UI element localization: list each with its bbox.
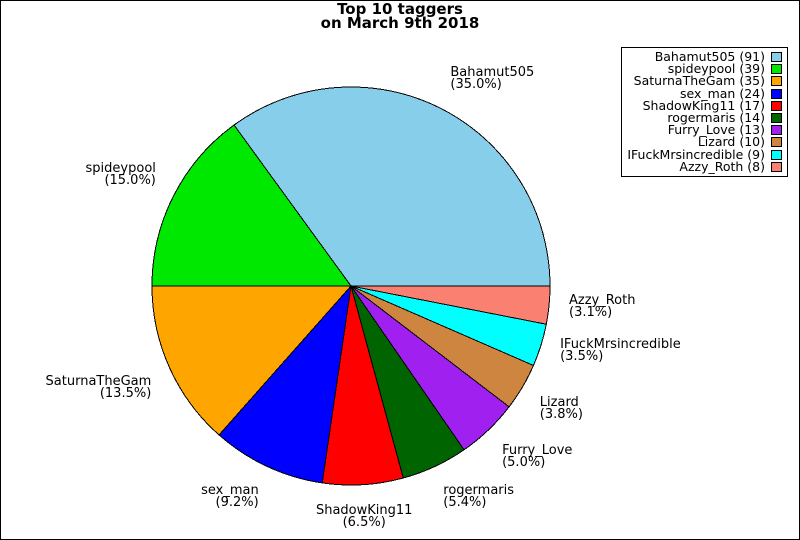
legend-swatch: [771, 137, 782, 148]
legend-label: SaturnaTheGam (35): [633, 73, 765, 89]
legend-label: sex_man (24): [679, 85, 765, 101]
legend: Bahamut505 (91) spideypool (39) SaturnaThe…: [621, 47, 788, 177]
legend-row-Azzy_Roth: Azzy_Roth (8): [627, 158, 782, 174]
chart-title-line-2: on March 9th 2018: [320, 13, 480, 32]
legend-swatch: [771, 161, 782, 172]
pie-slice-spideypool: [151, 124, 352, 287]
legend-swatch: [771, 52, 782, 63]
legend-row-rogermaris: rogermaris (14): [627, 109, 782, 125]
legend-label: Furry_Love (13): [667, 122, 765, 138]
legend-label: Lizard (10): [697, 134, 765, 150]
legend-label: ShadowKing11 (17): [642, 97, 765, 113]
legend-row-spideypool: spideypool (39): [627, 61, 782, 77]
pie-slice-SaturnaTheGam: [151, 285, 353, 436]
chart-title-line-1: Top 10 taggers: [337, 0, 463, 18]
legend-label: Azzy_Roth (8): [679, 158, 765, 174]
legend-row-Bahamut505: Bahamut505 (91): [627, 49, 782, 64]
legend-swatch: [771, 76, 782, 87]
legend-label: IFuckMrsincredible (9): [627, 146, 765, 162]
legend-row-ShadowKing11: ShadowKing11 (17): [627, 97, 782, 113]
chart-title: Top 10 taggers on March 9th 2018: [1, 0, 799, 32]
pie-slice-Bahamut505: [233, 86, 551, 287]
legend-swatch: [771, 64, 782, 75]
legend-label: spideypool (39): [667, 61, 765, 77]
legend-row-sex_man: sex_man (24): [627, 85, 782, 101]
legend-row-IFuckMrsincredible: IFuckMrsincredible (9): [627, 146, 782, 162]
legend-label: Bahamut505 (91): [654, 49, 765, 64]
legend-swatch: [771, 100, 782, 111]
pie-slice-sex_man: [218, 284, 352, 484]
legend-swatch: [771, 149, 782, 160]
legend-row-SaturnaTheGam: SaturnaTheGam (35): [627, 75, 782, 87]
legend-row-Lizard: Lizard (10): [627, 134, 782, 150]
legend-swatch: [771, 88, 782, 99]
legend-row-Furry_Love: Furry_Love (13): [627, 122, 782, 138]
pie-slice-Azzy_Roth: [350, 285, 551, 325]
legend-swatch: [771, 113, 782, 124]
legend-swatch: [771, 125, 782, 136]
legend-label: rogermaris (14): [667, 109, 765, 125]
